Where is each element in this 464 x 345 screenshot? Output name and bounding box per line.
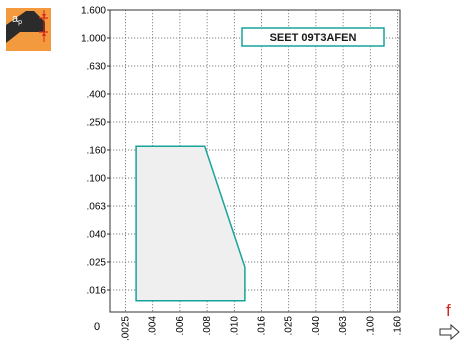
application-region xyxy=(135,145,246,302)
x-tick-label: .016 xyxy=(257,316,268,336)
depth-arrow-up xyxy=(42,32,46,36)
insert-shape xyxy=(6,11,45,43)
x-tick-label: .100 xyxy=(365,316,376,336)
y-tick-label: .040 xyxy=(87,230,107,241)
feed-arrow-icon xyxy=(439,323,460,341)
y-tick-label: .160 xyxy=(87,146,107,157)
plot-frame xyxy=(109,9,401,313)
origin-label: 0 xyxy=(94,321,100,333)
y-tick-label: 1.600 xyxy=(81,6,106,17)
y-tick-labels: 1.600 1.000 .630 .400 .250 .160 .100 .063 .040 .0… xyxy=(81,6,106,297)
y-tick-label: .063 xyxy=(87,202,107,213)
grade-box xyxy=(241,27,385,47)
x-tick-label: .008 xyxy=(202,316,213,336)
feed-axis-label: f xyxy=(446,301,451,320)
y-tick-label: 1.000 xyxy=(81,34,106,45)
y-tick-label: .400 xyxy=(87,90,107,101)
depth-of-cut-icon: ap xyxy=(6,8,51,51)
x-tick-label: .004 xyxy=(148,316,159,336)
y-tick-label: .100 xyxy=(87,174,107,185)
grade-label: SEET 09T3AFEN xyxy=(270,32,357,44)
x-tick-label: .160 xyxy=(393,316,404,336)
x-tick-label: .040 xyxy=(311,316,322,336)
y-tick-label: .630 xyxy=(87,62,107,73)
ap-label: ap xyxy=(12,13,22,26)
depth-arrow-down xyxy=(42,14,46,18)
x-tick-label: .0025 xyxy=(121,316,132,341)
x-tick-label: .025 xyxy=(284,316,295,336)
x-tick-label: .063 xyxy=(338,316,349,336)
x-tick-label: .006 xyxy=(175,316,186,336)
x-tick-label: .010 xyxy=(229,316,240,336)
x-tick-labels: .0025 .004 .006 .008 .010 .016 .025 .040 .063 .10… xyxy=(121,316,404,341)
y-tick-label: .025 xyxy=(87,258,107,269)
y-tick-label: .250 xyxy=(87,118,107,129)
y-tick-label: .016 xyxy=(87,286,107,297)
